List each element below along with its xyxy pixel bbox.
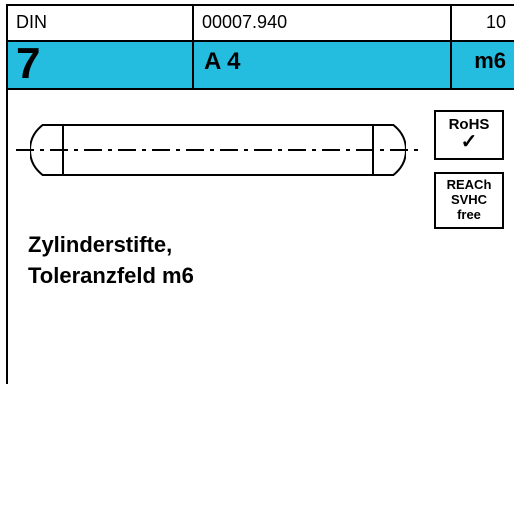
reach-l2: SVHC (438, 193, 500, 208)
din-number: 7 (8, 42, 194, 88)
check-icon: ✓ (438, 133, 500, 151)
part-number: 00007.940 (194, 6, 452, 40)
material: A 4 (194, 42, 452, 88)
centerline (16, 149, 422, 151)
reach-l3: free (438, 208, 500, 223)
code-right: 10 (452, 6, 514, 40)
spec-card: DIN 00007.940 10 7 A 4 m6 Zylinderstifte… (6, 4, 514, 384)
header-row-1: DIN 00007.940 10 (8, 6, 514, 42)
desc-line1: Zylinderstifte, (28, 230, 194, 261)
desc-line2: Toleranzfeld m6 (28, 261, 194, 292)
header-row-2: 7 A 4 m6 (8, 42, 514, 90)
tolerance: m6 (452, 42, 514, 88)
rohs-badge: RoHS ✓ (434, 110, 504, 160)
reach-l1: REACh (438, 178, 500, 193)
pin-diagram (30, 124, 406, 176)
groove-right (372, 124, 374, 176)
body-area: Zylinderstifte, Toleranzfeld m6 RoHS ✓ R… (8, 90, 514, 384)
groove-left (62, 124, 64, 176)
description: Zylinderstifte, Toleranzfeld m6 (28, 230, 194, 292)
reach-badge: REACh SVHC free (434, 172, 504, 229)
standard-label: DIN (8, 6, 194, 40)
